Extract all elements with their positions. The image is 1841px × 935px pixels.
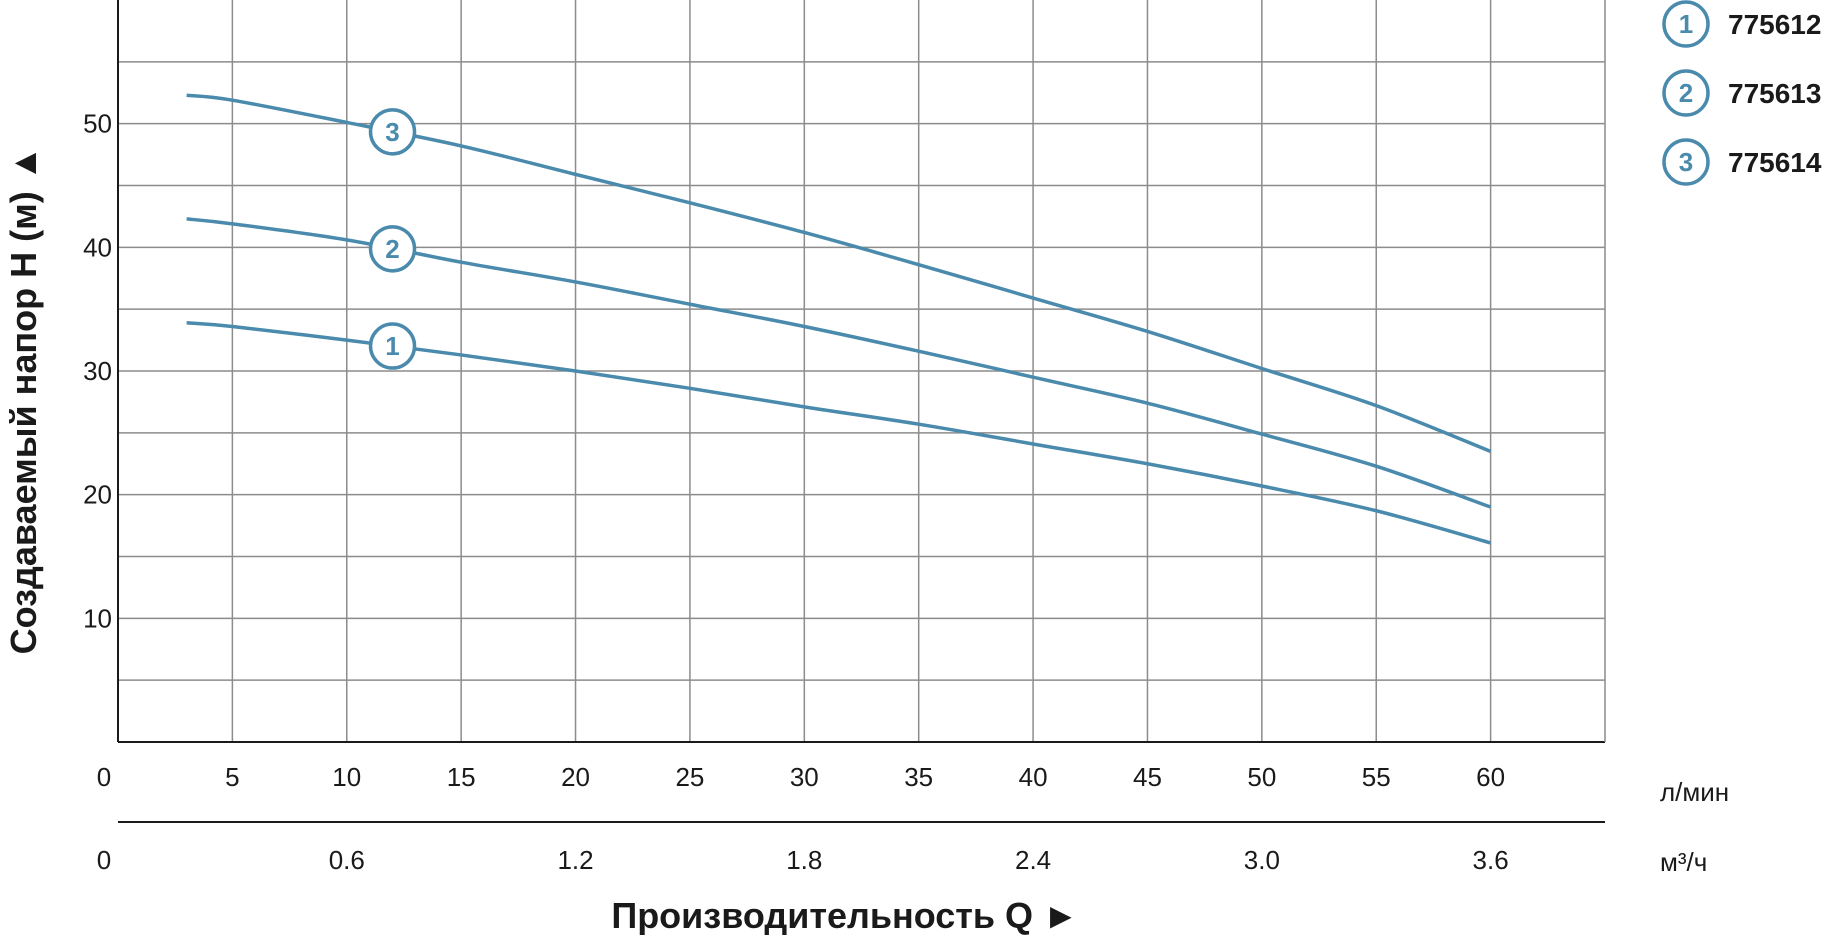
y-tick-label: 40	[83, 232, 112, 262]
legend-marker-label: 2	[1679, 78, 1693, 108]
y-tick-label: 30	[83, 356, 112, 386]
x-tick-label: 30	[790, 762, 819, 792]
x2-tick-label: 1.8	[786, 845, 822, 875]
x-tick-label: 35	[904, 762, 933, 792]
y-tick-label: 50	[83, 109, 112, 139]
series-marker-1	[368, 322, 417, 370]
x-tick-label: 5	[225, 762, 239, 792]
legend-label: 775612	[1728, 9, 1821, 40]
x-tick-label: 45	[1133, 762, 1162, 792]
legend-marker-2	[1662, 69, 1710, 117]
x-unit-secondary: м³/ч	[1660, 847, 1707, 877]
series-marker-2	[368, 225, 417, 273]
x-tick-label: 15	[447, 762, 476, 792]
series-line-775614	[186, 93, 1492, 454]
x2-tick-label: 3.6	[1473, 845, 1509, 875]
x2-tick-label: 1.2	[557, 845, 593, 875]
legend-marker-label: 3	[1679, 147, 1693, 177]
y-tick-label: 10	[83, 603, 112, 633]
y-tick-labels: 10 20 30 40 50	[83, 109, 112, 634]
x2-tick-label: 2.4	[1015, 845, 1051, 875]
series-line-775612	[186, 321, 1492, 545]
y-axis-title: Создаваемый напор H (м) ▲	[3, 146, 44, 655]
legend-marker-label: 1	[1679, 9, 1693, 39]
x-tick-label: 55	[1362, 762, 1391, 792]
x-tick-label: 50	[1247, 762, 1276, 792]
legend-marker-1	[1662, 0, 1710, 48]
x2-tick-label: 0.6	[329, 845, 365, 875]
x-tick-labels-m3h: 0 0.6 1.2 1.8 2.4 3.0 3.6	[97, 845, 1509, 875]
legend-label: 775614	[1728, 147, 1822, 178]
series-lines	[186, 93, 1492, 545]
series-marker-3	[368, 108, 417, 156]
series-marker-label: 3	[385, 117, 399, 147]
x2-tick-label: 0	[97, 845, 111, 875]
legend-marker-3	[1662, 138, 1710, 186]
x-tick-label: 60	[1476, 762, 1505, 792]
series-markers: 1 2 3	[368, 108, 417, 370]
x-tick-label: 25	[675, 762, 704, 792]
x-tick-label: 10	[332, 762, 361, 792]
legend-label: 775613	[1728, 78, 1821, 109]
plot-frame	[117, 0, 1606, 743]
x-tick-label: 0	[97, 762, 111, 792]
legend: 1 775612 2 775613 3 775614	[1662, 0, 1822, 186]
grid	[118, 0, 1605, 742]
x-unit-primary: л/мин	[1660, 777, 1729, 807]
x-tick-labels-lmin: 0 5 10 15 20 25 30 35 40 45 50 55 60	[97, 762, 1505, 792]
series-line-775613	[186, 217, 1492, 509]
series-marker-label: 2	[385, 234, 399, 264]
series-marker-label: 1	[385, 331, 399, 361]
y-tick-label: 20	[83, 480, 112, 510]
x2-tick-label: 3.0	[1244, 845, 1280, 875]
x-tick-label: 20	[561, 762, 590, 792]
x-axis-title: Производительность Q ►	[611, 895, 1078, 935]
x-tick-label: 40	[1019, 762, 1048, 792]
